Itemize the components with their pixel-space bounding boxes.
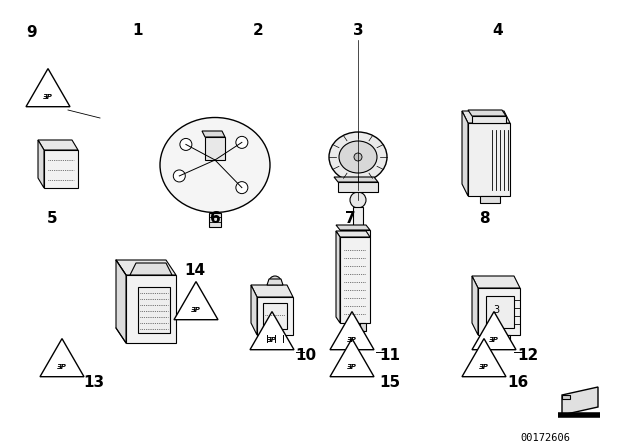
Text: ƎP: ƎP bbox=[489, 337, 499, 343]
Polygon shape bbox=[257, 297, 293, 335]
Text: 2: 2 bbox=[253, 22, 264, 38]
Circle shape bbox=[354, 153, 362, 161]
Polygon shape bbox=[338, 182, 378, 192]
Circle shape bbox=[173, 170, 186, 182]
Polygon shape bbox=[462, 339, 506, 377]
Polygon shape bbox=[353, 207, 363, 230]
Polygon shape bbox=[486, 296, 514, 328]
Polygon shape bbox=[116, 260, 126, 343]
Polygon shape bbox=[44, 150, 78, 188]
Text: 10: 10 bbox=[296, 348, 317, 362]
Text: ƎP: ƎP bbox=[347, 337, 357, 343]
Circle shape bbox=[269, 276, 281, 288]
Text: 1: 1 bbox=[132, 22, 143, 38]
Polygon shape bbox=[468, 110, 506, 116]
Polygon shape bbox=[360, 323, 366, 331]
Circle shape bbox=[350, 192, 366, 208]
Polygon shape bbox=[472, 276, 478, 335]
Polygon shape bbox=[38, 140, 44, 188]
Polygon shape bbox=[462, 111, 510, 123]
Text: ƎP: ƎP bbox=[57, 364, 67, 370]
Polygon shape bbox=[250, 312, 294, 350]
Polygon shape bbox=[267, 279, 283, 285]
Text: 7: 7 bbox=[345, 211, 355, 225]
Text: ƎP: ƎP bbox=[479, 364, 489, 370]
Polygon shape bbox=[205, 137, 225, 160]
Polygon shape bbox=[330, 339, 374, 377]
Polygon shape bbox=[38, 140, 78, 150]
Polygon shape bbox=[138, 287, 170, 333]
Polygon shape bbox=[251, 285, 257, 335]
Text: 16: 16 bbox=[508, 375, 529, 389]
Polygon shape bbox=[472, 116, 506, 123]
Polygon shape bbox=[336, 231, 340, 323]
Text: 13: 13 bbox=[83, 375, 104, 389]
Polygon shape bbox=[336, 225, 370, 230]
Text: 9: 9 bbox=[27, 25, 37, 39]
Text: 14: 14 bbox=[184, 263, 205, 277]
Text: 4: 4 bbox=[493, 22, 503, 38]
Polygon shape bbox=[251, 285, 293, 297]
Text: ƎP: ƎP bbox=[267, 337, 277, 343]
Polygon shape bbox=[462, 111, 468, 196]
Text: 3: 3 bbox=[493, 305, 499, 315]
Text: 8: 8 bbox=[479, 211, 490, 225]
Polygon shape bbox=[130, 263, 172, 275]
Polygon shape bbox=[480, 196, 500, 203]
Polygon shape bbox=[468, 123, 510, 196]
Polygon shape bbox=[472, 312, 516, 350]
Text: 5: 5 bbox=[47, 211, 58, 225]
Polygon shape bbox=[348, 323, 354, 331]
Text: ƎP: ƎP bbox=[43, 94, 53, 100]
Text: 12: 12 bbox=[517, 348, 539, 362]
Text: 00172606: 00172606 bbox=[520, 433, 570, 443]
Text: ƎP: ƎP bbox=[347, 364, 357, 370]
Circle shape bbox=[180, 138, 192, 151]
Polygon shape bbox=[263, 303, 287, 329]
Polygon shape bbox=[116, 260, 176, 275]
Polygon shape bbox=[336, 231, 370, 237]
Ellipse shape bbox=[339, 141, 377, 173]
Polygon shape bbox=[126, 275, 176, 343]
Text: 11: 11 bbox=[380, 348, 401, 362]
Circle shape bbox=[236, 181, 248, 194]
Text: 15: 15 bbox=[380, 375, 401, 389]
Polygon shape bbox=[490, 335, 510, 340]
Text: 3: 3 bbox=[353, 22, 364, 38]
Ellipse shape bbox=[160, 117, 270, 212]
Polygon shape bbox=[40, 339, 84, 377]
Text: ƎP: ƎP bbox=[191, 307, 201, 313]
Polygon shape bbox=[340, 237, 370, 323]
Ellipse shape bbox=[329, 132, 387, 182]
Polygon shape bbox=[26, 69, 70, 107]
Polygon shape bbox=[174, 282, 218, 320]
Polygon shape bbox=[209, 213, 221, 227]
Polygon shape bbox=[334, 177, 378, 182]
Polygon shape bbox=[478, 288, 520, 335]
Polygon shape bbox=[202, 131, 225, 137]
Polygon shape bbox=[562, 395, 570, 399]
Polygon shape bbox=[340, 230, 370, 237]
Circle shape bbox=[236, 136, 248, 148]
Polygon shape bbox=[562, 387, 598, 415]
Polygon shape bbox=[330, 312, 374, 350]
Polygon shape bbox=[472, 276, 520, 288]
Text: 6: 6 bbox=[210, 211, 220, 225]
